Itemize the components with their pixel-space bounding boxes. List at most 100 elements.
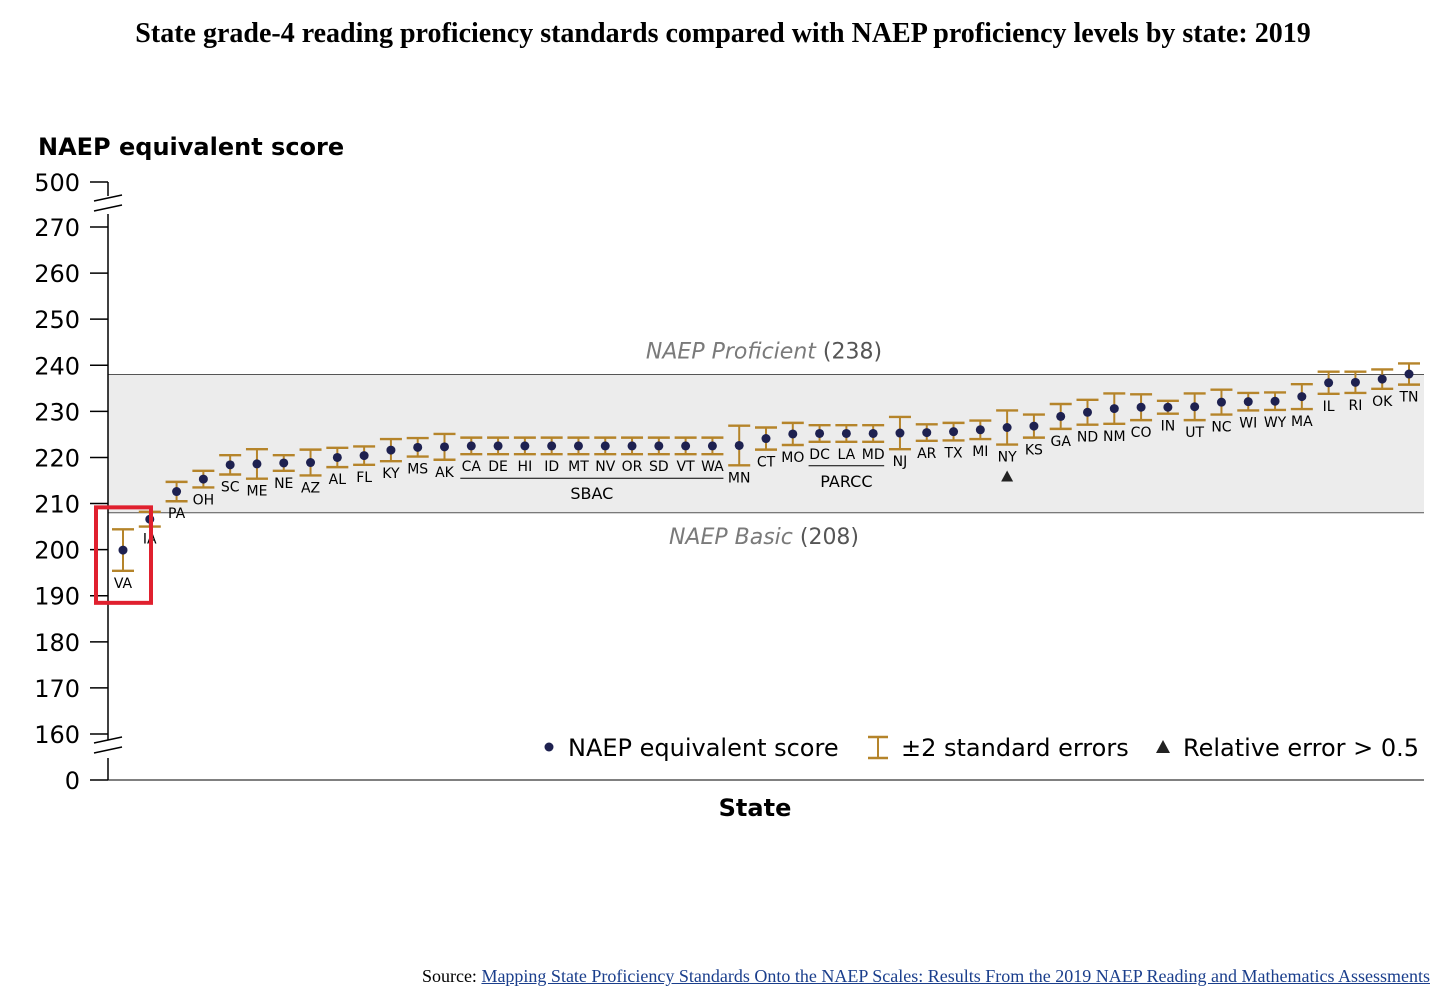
state-label: MA <box>1291 414 1313 430</box>
group-brackets: SBAC PARCC <box>460 465 885 503</box>
score-point <box>1216 397 1226 407</box>
source-note: Source: Mapping State Proficiency Standa… <box>422 966 1430 987</box>
state-label: OK <box>1372 394 1393 410</box>
source-prefix: Source: <box>421 966 477 986</box>
score-point <box>279 458 289 468</box>
state-label: RI <box>1348 398 1362 414</box>
state-label: AL <box>329 472 347 488</box>
state-label: AR <box>917 446 937 462</box>
state-label: FL <box>356 470 372 486</box>
state-label: DC <box>809 447 830 463</box>
chart-title: State grade-4 reading proficiency standa… <box>135 18 1311 49</box>
score-point <box>949 427 959 437</box>
score-point <box>440 442 449 452</box>
y-tick-label: 170 <box>34 675 80 703</box>
legend-triangle-marker <box>1156 740 1170 753</box>
state-label: PA <box>168 506 186 522</box>
axis-break-bottom-1 <box>93 736 123 744</box>
score-point <box>547 441 557 451</box>
basic-label: NAEP Basic (208) <box>669 525 859 550</box>
score-point <box>868 428 878 438</box>
state-label: HI <box>518 459 533 475</box>
score-point <box>466 441 476 451</box>
score-point <box>359 451 369 461</box>
score-point <box>681 441 691 451</box>
axis-break-bottom-2 <box>93 746 123 754</box>
state-label: MO <box>781 450 804 466</box>
score-point <box>600 441 610 451</box>
score-point <box>1029 421 1039 431</box>
y-tick-label: 220 <box>34 444 80 472</box>
score-point <box>172 487 182 497</box>
score-point <box>306 458 316 468</box>
state-label: WA <box>701 459 724 475</box>
state-label: VA <box>114 576 133 592</box>
score-point <box>654 441 664 451</box>
score-point <box>815 428 825 438</box>
y-tick-label: 260 <box>34 260 80 288</box>
score-point <box>1163 402 1173 412</box>
score-point <box>1083 407 1092 417</box>
score-point <box>493 441 503 451</box>
y-tick-label: 0 <box>65 767 80 795</box>
score-point <box>1270 396 1280 406</box>
group-label: PARCC <box>820 472 872 491</box>
state-label: NC <box>1211 420 1231 436</box>
score-point <box>895 428 905 438</box>
state-label: SD <box>649 459 669 475</box>
y-tick-label: 160 <box>34 721 80 749</box>
score-point <box>1324 378 1334 388</box>
chart: NAEP Proficient (238) NAEP Basic (208) NA… <box>34 133 1424 822</box>
state-label: KY <box>382 466 400 482</box>
state-label: ID <box>544 459 559 475</box>
state-label: ME <box>246 484 267 500</box>
state-label: CO <box>1131 425 1152 441</box>
y-axis-title: NAEP equivalent score <box>38 133 344 161</box>
state-label: MN <box>728 470 751 486</box>
state-label: UT <box>1185 425 1204 441</box>
score-point <box>118 545 128 555</box>
score-point <box>252 459 262 469</box>
score-point <box>1056 411 1066 421</box>
score-point <box>573 441 583 451</box>
state-label: ND <box>1077 430 1098 446</box>
state-label: AK <box>435 465 455 481</box>
state-label: WY <box>1264 415 1287 431</box>
score-point <box>1350 377 1360 387</box>
state-label: SC <box>221 480 240 496</box>
state-label: CT <box>757 455 776 471</box>
legend-label: ±2 standard errors <box>901 734 1129 762</box>
y-tick-label: 270 <box>34 214 80 242</box>
state-label: MD <box>862 447 885 463</box>
score-point <box>1136 402 1146 412</box>
state-label: NM <box>1103 429 1126 445</box>
state-label: LA <box>838 447 856 463</box>
highlight-box <box>94 505 153 605</box>
score-point <box>1243 397 1253 407</box>
legend-label: Relative error > 0.5 <box>1183 734 1419 762</box>
score-point <box>707 441 717 451</box>
y-tick-label: 190 <box>34 583 80 611</box>
score-point <box>413 442 423 452</box>
score-point <box>332 452 342 462</box>
axis-break-top-1 <box>93 194 123 202</box>
state-label: IN <box>1161 419 1176 435</box>
state-label: NV <box>595 459 615 475</box>
state-label: DE <box>488 459 508 475</box>
state-label: VT <box>677 459 696 475</box>
y-tick-label: 200 <box>34 537 80 565</box>
state-label: TN <box>1398 390 1418 406</box>
y-tick-label: 250 <box>34 306 80 334</box>
y-tick-label: 230 <box>34 398 80 426</box>
y-tick-label: 500 <box>34 169 80 197</box>
legend: NAEP equivalent score ±2 standard errors R… <box>544 734 1419 762</box>
relative-error-marker <box>1001 470 1014 482</box>
score-point <box>627 441 637 451</box>
score-point <box>788 429 798 439</box>
y-tick-label: 180 <box>34 629 80 657</box>
source-link[interactable]: Mapping State Proficiency Standards Onto… <box>481 966 1430 986</box>
axis-break-top-2 <box>93 204 123 212</box>
y-tick-label: 210 <box>34 491 80 519</box>
group-label: SBAC <box>570 484 613 503</box>
